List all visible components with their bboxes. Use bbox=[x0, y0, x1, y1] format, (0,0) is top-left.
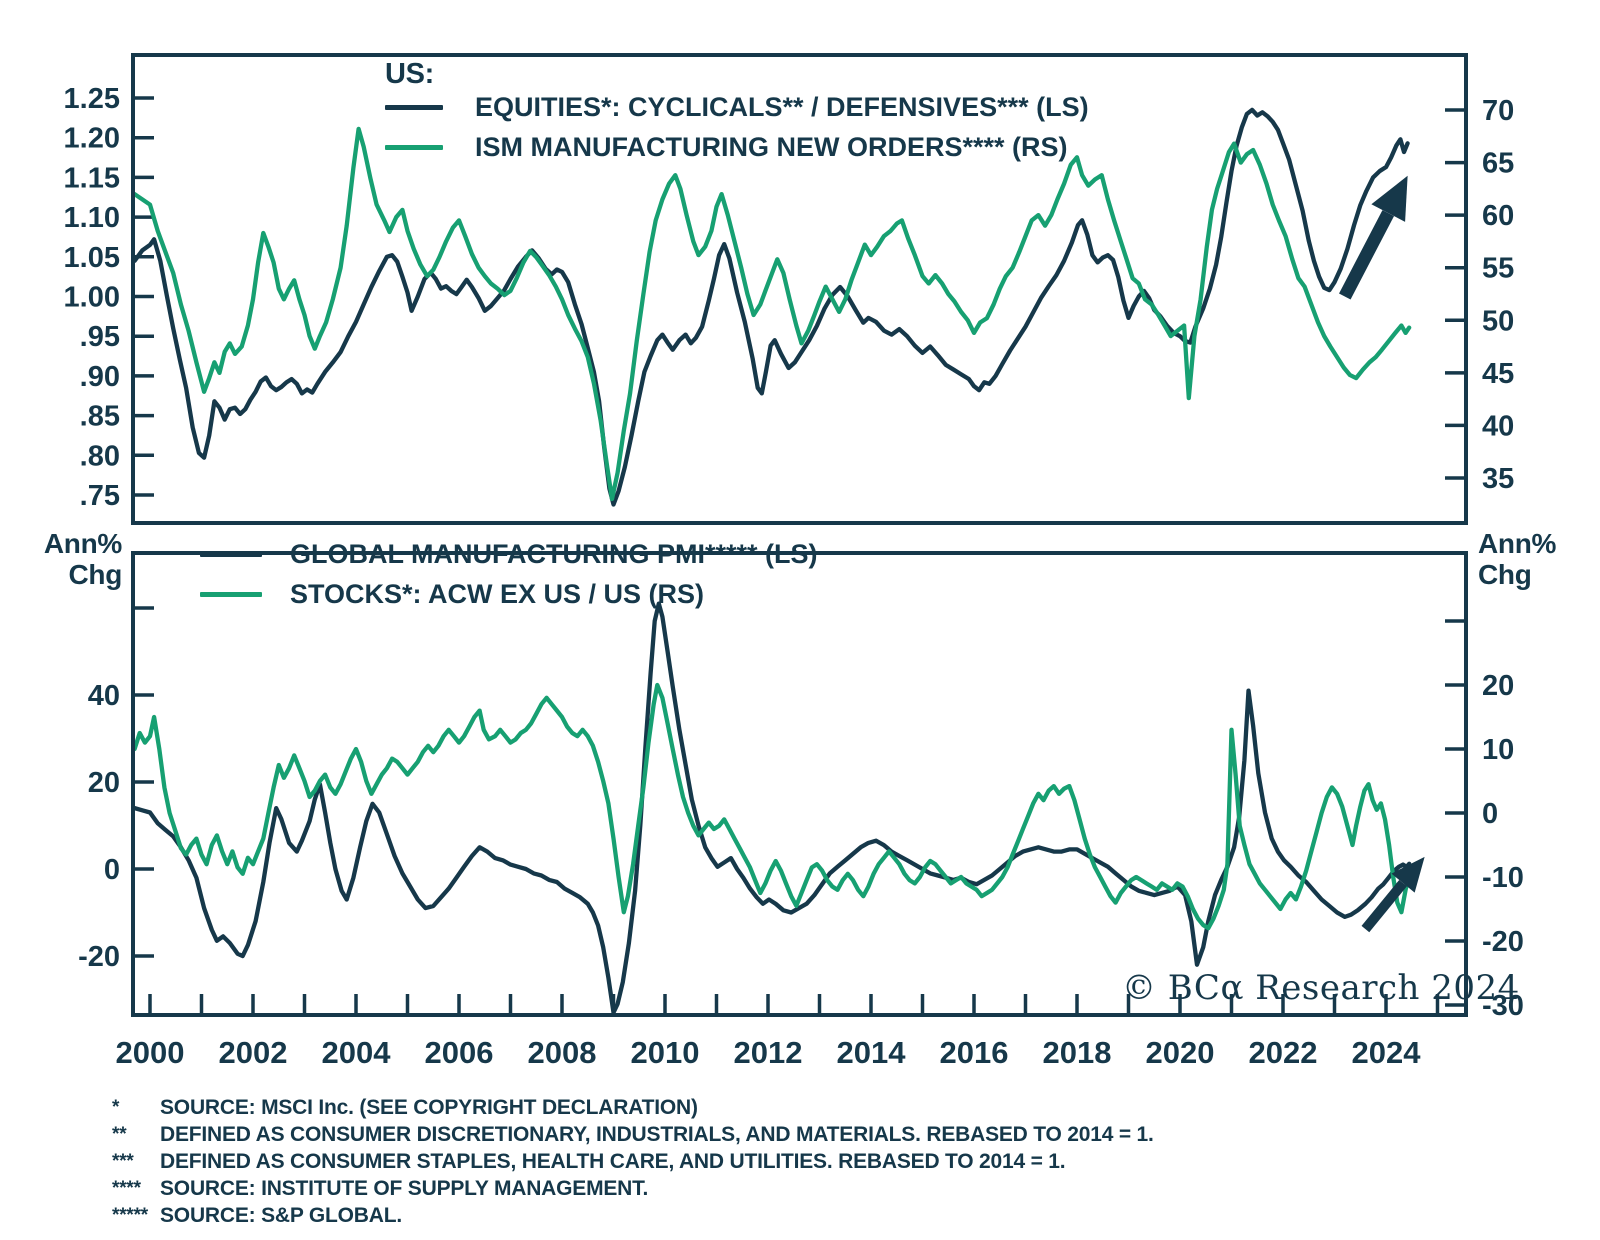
left-axis-tick-label: .85 bbox=[80, 401, 120, 433]
bottom-legend-row-stocks: STOCKS*: ACW EX US / US (RS) bbox=[200, 578, 704, 610]
left-axis-tick-label: 1.15 bbox=[64, 162, 120, 194]
left-axis-title: Ann% Chg bbox=[18, 528, 122, 590]
right-axis-title-line2: Chg bbox=[1478, 559, 1532, 590]
right-axis-tick-label: 70 bbox=[1482, 95, 1514, 127]
top-legend-row-cyclicals: EQUITIES*: CYCLICALS** / DEFENSIVES*** (… bbox=[385, 91, 1089, 123]
right-axis-tick-label: 40 bbox=[1482, 410, 1514, 442]
left-axis-tick-label: 20 bbox=[88, 767, 120, 799]
top-legend-row-ism: ISM MANUFACTURING NEW ORDERS**** (RS) bbox=[385, 131, 1068, 163]
x-axis-year-label: 2010 bbox=[631, 1035, 700, 1070]
right-axis-title: Ann% Chg bbox=[1478, 528, 1588, 590]
footnote-4: **** SOURCE: INSTITUTE OF SUPPLY MANAGEM… bbox=[112, 1175, 1512, 1202]
right-axis-tick-label: -10 bbox=[1482, 862, 1524, 894]
footnote-2: ** DEFINED AS CONSUMER DISCRETIONARY, IN… bbox=[112, 1121, 1512, 1148]
footnote-marker: * bbox=[112, 1097, 120, 1118]
top-legend-group-label: US: bbox=[385, 58, 435, 90]
top-legend-label-ism: ISM MANUFACTURING NEW ORDERS**** (RS) bbox=[475, 131, 1068, 162]
bca-research-watermark: © BCα Research 2024 bbox=[1122, 968, 1520, 1008]
right-axis-tick-label: 0 bbox=[1482, 798, 1498, 830]
footnote-text: SOURCE: S&P GLOBAL. bbox=[160, 1204, 402, 1227]
right-axis-tick-label: -20 bbox=[1482, 926, 1524, 958]
footnote-marker: *** bbox=[112, 1151, 134, 1172]
footnote-marker: ** bbox=[112, 1124, 127, 1145]
left-axis-tick-label: .90 bbox=[80, 361, 120, 393]
bottom-legend-label-pmi: GLOBAL MANUFACTURING PMI***** (LS) bbox=[290, 538, 818, 569]
right-axis-tick-label: 60 bbox=[1482, 200, 1514, 232]
right-axis-tick-label: 45 bbox=[1482, 358, 1514, 390]
left-axis-tick-label: 1.05 bbox=[64, 242, 120, 274]
top-legend-label-cyclicals: EQUITIES*: CYCLICALS** / DEFENSIVES*** (… bbox=[475, 91, 1089, 122]
footnote-text: SOURCE: INSTITUTE OF SUPPLY MANAGEMENT. bbox=[160, 1177, 649, 1200]
left-axis-tick-label: 1.10 bbox=[64, 202, 120, 234]
green-line-swatch-icon bbox=[385, 144, 443, 150]
panel-frame bbox=[131, 551, 1468, 1017]
x-axis-year-label: 2024 bbox=[1352, 1035, 1422, 1070]
x-axis-year-label: 2022 bbox=[1249, 1035, 1318, 1070]
right-axis-tick-label: -30 bbox=[1482, 990, 1524, 1022]
green-line-swatch-icon bbox=[200, 591, 262, 597]
right-axis-tick-label: 50 bbox=[1482, 305, 1514, 337]
series-line-green bbox=[135, 682, 1412, 931]
trend-arrow-shaft bbox=[1339, 210, 1395, 300]
trend-arrow-head-icon bbox=[1371, 175, 1408, 222]
series-line-dark bbox=[135, 107, 1410, 507]
series-line-dark bbox=[135, 601, 1412, 1013]
left-axis-tick-label: .95 bbox=[80, 321, 120, 353]
right-axis-tick-label: 10 bbox=[1482, 734, 1514, 766]
footnotes: * SOURCE: MSCI Inc. (SEE COPYRIGHT DECLA… bbox=[112, 1094, 1512, 1229]
left-axis-tick-label: 1.00 bbox=[64, 282, 120, 314]
x-axis-year-label: 2008 bbox=[528, 1035, 597, 1070]
left-axis-tick-label: 40 bbox=[88, 680, 120, 712]
left-axis-title-line2: Chg bbox=[68, 559, 122, 590]
x-axis-year-label: 2018 bbox=[1043, 1035, 1112, 1070]
dark-line-swatch-icon bbox=[200, 551, 262, 557]
right-axis-tick-label: 55 bbox=[1482, 253, 1514, 285]
right-axis-tick-label: 35 bbox=[1482, 463, 1514, 495]
footnote-5: ***** SOURCE: S&P GLOBAL. bbox=[112, 1202, 1512, 1229]
x-axis-year-label: 2016 bbox=[940, 1035, 1009, 1070]
bottom-legend-row-pmi: GLOBAL MANUFACTURING PMI***** (LS) bbox=[200, 538, 818, 570]
trend-arrow-shaft bbox=[1361, 879, 1407, 933]
footnote-marker: **** bbox=[112, 1178, 141, 1199]
x-axis-year-label: 2000 bbox=[116, 1035, 185, 1070]
footnote-3: *** DEFINED AS CONSUMER STAPLES, HEALTH … bbox=[112, 1148, 1512, 1175]
right-axis-title-line1: Ann% bbox=[1478, 528, 1557, 559]
x-axis-year-label: 2004 bbox=[322, 1035, 392, 1070]
left-axis-tick-label: .80 bbox=[80, 440, 120, 472]
left-axis-tick-label: 0 bbox=[104, 854, 120, 886]
x-axis-year-label: 2020 bbox=[1146, 1035, 1215, 1070]
bottom-legend-label-stocks: STOCKS*: ACW EX US / US (RS) bbox=[290, 578, 705, 609]
left-axis-tick-label: -20 bbox=[78, 941, 120, 973]
trend-arrow-head-icon bbox=[1391, 856, 1425, 893]
footnote-marker: ***** bbox=[112, 1205, 148, 1226]
x-axis-year-label: 2014 bbox=[837, 1035, 907, 1070]
left-axis-tick-label: 1.25 bbox=[64, 83, 120, 115]
left-axis-title-line1: Ann% bbox=[43, 528, 122, 559]
panel-frame bbox=[131, 53, 1468, 525]
x-axis-year-label: 2002 bbox=[219, 1035, 288, 1070]
footnote-text: SOURCE: MSCI Inc. (SEE COPYRIGHT DECLARA… bbox=[160, 1096, 698, 1119]
x-axis-year-label: 2012 bbox=[734, 1035, 803, 1070]
dark-line-swatch-icon bbox=[385, 104, 443, 110]
footnote-text: DEFINED AS CONSUMER DISCRETIONARY, INDUS… bbox=[160, 1123, 1154, 1146]
right-axis-tick-label: 65 bbox=[1482, 148, 1514, 180]
right-axis-tick-label: 20 bbox=[1482, 670, 1514, 702]
series-line-green bbox=[135, 126, 1412, 502]
left-axis-tick-label: 1.20 bbox=[64, 123, 120, 155]
footnote-1: * SOURCE: MSCI Inc. (SEE COPYRIGHT DECLA… bbox=[112, 1094, 1512, 1121]
footnote-text: DEFINED AS CONSUMER STAPLES, HEALTH CARE… bbox=[160, 1150, 1066, 1173]
left-axis-tick-label: .75 bbox=[80, 480, 120, 512]
x-axis-year-label: 2006 bbox=[425, 1035, 494, 1070]
